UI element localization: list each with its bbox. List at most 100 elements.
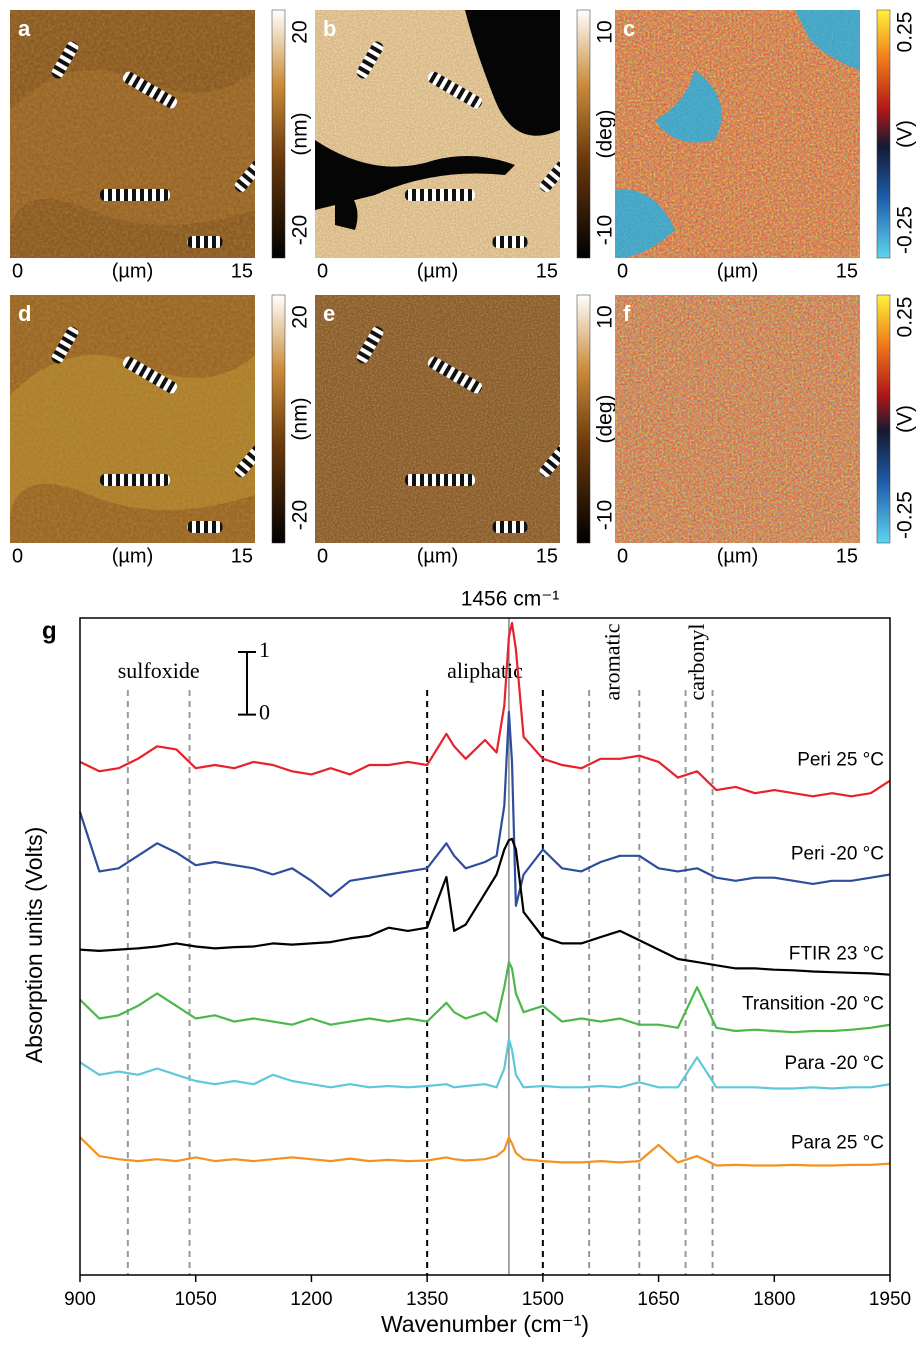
x-tick-label: 1950 [869, 1289, 911, 1310]
series-label: Peri -20 °C [791, 844, 884, 865]
colorbar-unit: (V) [894, 120, 917, 148]
axis-start: 0 [12, 545, 23, 567]
colorbar-unit: (V) [894, 405, 917, 433]
axis-unit: (µm) [112, 260, 154, 282]
stripe-artifact [187, 236, 223, 248]
panel-letter: b [323, 16, 336, 41]
colorbar-min: -20 [289, 500, 312, 530]
axis-end: 15 [231, 260, 253, 282]
scale-bar-top: 1 [259, 637, 270, 662]
panel-letter: g [42, 617, 57, 644]
series-label: Peri 25 °C [797, 750, 884, 771]
axis-end: 15 [836, 545, 858, 567]
stripe-artifact [492, 521, 528, 533]
noise [615, 10, 860, 258]
x-tick-label: 1350 [406, 1289, 448, 1310]
image-panel: c 0.25 (V) -0.25 0 (µm) 15 [615, 9, 917, 282]
image-panel: b 10 (deg) -10 0 (µm) 15 [315, 9, 617, 282]
axis-unit: (µm) [112, 545, 154, 567]
x-tick-label: 1500 [522, 1289, 564, 1310]
stripe-artifact [492, 236, 528, 248]
spectrum-line [79, 1136, 891, 1167]
colorbar-max: 10 [594, 20, 617, 43]
colorbar-unit: (deg) [594, 109, 617, 158]
scale-bar-bottom: 0 [259, 700, 270, 725]
dark-region [335, 180, 358, 230]
image-panel: d 20 (nm) -20 0 (µm) 15 [10, 294, 312, 567]
colorbar [576, 294, 591, 544]
image-panels: a 20(nm)-200 (µm) 15b 10(deg)-100 (µm) 15c 0.25… [10, 9, 917, 567]
x-tick-label: 1800 [753, 1289, 795, 1310]
axis-end: 15 [836, 260, 858, 282]
axis-unit: (µm) [417, 545, 459, 567]
panel-letter: a [18, 16, 31, 41]
region-label: aliphatic [447, 658, 523, 683]
axis-start: 0 [12, 260, 23, 282]
colorbar [271, 9, 286, 259]
afm-image [315, 295, 560, 543]
colorbar-unit: (nm) [289, 397, 312, 440]
colorbar-min: -20 [289, 215, 312, 245]
stripe-artifact [234, 442, 255, 478]
panel-letter: f [623, 301, 631, 326]
axis-unit: (µm) [717, 260, 759, 282]
colorbar-unit: (deg) [594, 394, 617, 443]
axis-end: 15 [536, 260, 558, 282]
panel-letter: c [623, 16, 635, 41]
colorbar-min: -0.25 [894, 491, 917, 539]
marker-label: 1456 cm⁻¹ [461, 588, 560, 611]
afm-image [10, 10, 255, 258]
panel-letter: d [18, 301, 31, 326]
afm-image [315, 10, 560, 258]
colorbar-max: 20 [289, 20, 312, 43]
colorbar-max: 0.25 [894, 297, 917, 338]
axis-unit: (µm) [717, 545, 759, 567]
dark-region [465, 10, 560, 136]
stripe-artifact [539, 157, 560, 193]
axis-start: 0 [317, 545, 328, 567]
stripe-artifact [405, 474, 475, 486]
stripe-artifact [122, 356, 178, 394]
colorbar-max: 10 [594, 305, 617, 328]
spectrum-line [79, 837, 891, 976]
axis-start: 0 [617, 260, 628, 282]
plot-frame [79, 617, 891, 1276]
axis-end: 15 [231, 545, 253, 567]
series-label: Transition -20 °C [742, 994, 884, 1015]
afm-image [10, 295, 255, 543]
image-panel: e 10 (deg) -10 0 (µm) 15 [315, 294, 617, 567]
series-label: Para 25 °C [791, 1133, 884, 1154]
stripe-artifact [405, 189, 475, 201]
stripe-artifact [51, 326, 79, 364]
series-label: FTIR 23 °C [789, 944, 884, 965]
stripe-artifact [356, 326, 384, 364]
axis-start: 0 [617, 545, 628, 567]
noise [10, 10, 255, 258]
spectrum-line [79, 961, 891, 1034]
colorbar [271, 294, 286, 544]
stripe-artifact [234, 157, 255, 193]
image-panel: a 20 (nm) -20 0 (µm) 15 [10, 9, 312, 282]
colorbar-min: -10 [594, 500, 617, 530]
stripe-artifact [122, 71, 178, 109]
region-label: sulfoxide [118, 658, 200, 683]
axis-start: 0 [317, 260, 328, 282]
series-label: Para -20 °C [785, 1053, 884, 1074]
region-label: carbonyl [684, 624, 709, 701]
x-tick-label: 1200 [290, 1289, 332, 1310]
colorbar-min: -0.25 [894, 206, 917, 254]
stripe-artifact [427, 71, 483, 109]
spectrum-line [78, 710, 891, 907]
spectrum-line [79, 1038, 891, 1090]
colorbar [576, 9, 591, 259]
axis-end: 15 [536, 545, 558, 567]
x-tick-label: 900 [64, 1289, 96, 1310]
x-tick-label: 1050 [175, 1289, 217, 1310]
colorbar [876, 9, 891, 259]
stripe-artifact [427, 356, 483, 394]
y-axis-title: Absorption units (Volts) [21, 827, 47, 1064]
colorbar-unit: (nm) [289, 112, 312, 155]
noise [615, 295, 860, 543]
